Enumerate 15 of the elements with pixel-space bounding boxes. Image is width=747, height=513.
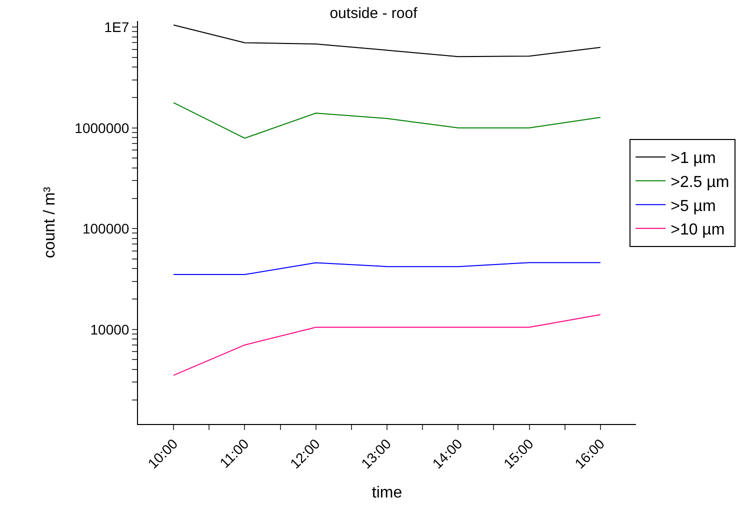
y-tick-label: 100000 — [82, 220, 130, 237]
legend-label: >2.5 µm — [670, 174, 730, 192]
legend-label: >1 µm — [670, 150, 716, 168]
line-series — [173, 102, 601, 139]
legend-label: >10 µm — [670, 222, 725, 239]
y-tick-label: 10000 — [90, 321, 130, 338]
chart-title: outside - roof — [330, 5, 418, 22]
legend-label: >5 µm — [670, 198, 716, 215]
y-tick-label: 1000000 — [74, 120, 130, 136]
x-axis-title: time — [372, 484, 402, 502]
y-axis-title: count / m³ — [42, 186, 59, 258]
y-tick-label: 1E7 — [104, 19, 130, 36]
line-series — [173, 314, 601, 376]
line-series — [173, 262, 601, 276]
line-series — [173, 24, 601, 58]
